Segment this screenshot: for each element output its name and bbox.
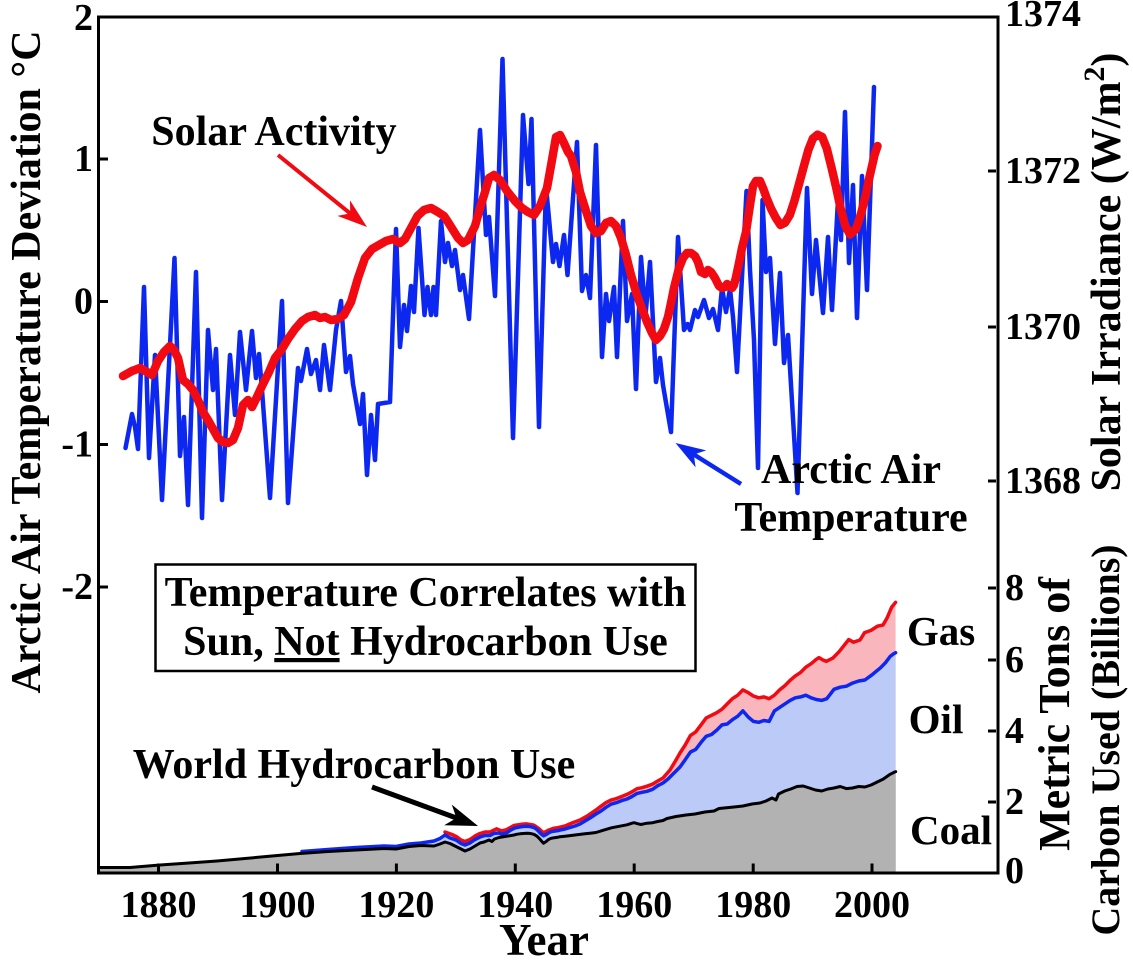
svg-text:Oil: Oil [909,696,964,742]
svg-text:1900: 1900 [240,884,316,926]
svg-text:2: 2 [74,0,93,39]
svg-text:Arctic Air: Arctic Air [761,447,941,493]
svg-text:-1: -1 [61,424,93,466]
svg-text:Solar Irradiance (W/m2): Solar Irradiance (W/m2) [1078,53,1130,492]
svg-text:Coal: Coal [910,807,992,853]
svg-text:0: 0 [1005,850,1024,892]
svg-text:2: 2 [1005,781,1024,823]
svg-text:1920: 1920 [358,884,434,926]
svg-text:1980: 1980 [715,884,791,926]
svg-text:Solar Activity: Solar Activity [151,109,396,155]
svg-text:Sun, Not Hydrocarbon Use: Sun, Not Hydrocarbon Use [183,619,668,665]
svg-text:Arctic Air Temperature Deviati: Arctic Air Temperature Deviation °C [4,30,50,693]
svg-text:8: 8 [1005,567,1024,609]
svg-text:Gas: Gas [907,608,975,654]
svg-text:0: 0 [74,281,93,323]
svg-text:1940: 1940 [477,884,553,926]
svg-text:1368: 1368 [1005,460,1081,502]
svg-text:Carbon Used (Billions): Carbon Used (Billions) [1083,544,1128,935]
svg-text:World Hydrocarbon Use: World Hydrocarbon Use [133,742,576,788]
svg-text:1: 1 [74,138,93,180]
svg-text:1370: 1370 [1005,306,1081,348]
svg-text:1372: 1372 [1005,150,1081,192]
svg-text:1960: 1960 [596,884,672,926]
svg-text:1374: 1374 [1005,0,1081,35]
svg-text:1880: 1880 [121,884,197,926]
svg-text:-2: -2 [61,566,93,608]
svg-text:Metric Tons of: Metric Tons of [1030,576,1079,851]
svg-text:4: 4 [1005,710,1024,752]
svg-text:Temperature Correlates with: Temperature Correlates with [165,570,687,616]
svg-text:Temperature: Temperature [734,495,967,541]
svg-text:Year: Year [499,915,589,965]
svg-text:2000: 2000 [834,884,910,926]
svg-text:6: 6 [1005,639,1024,681]
